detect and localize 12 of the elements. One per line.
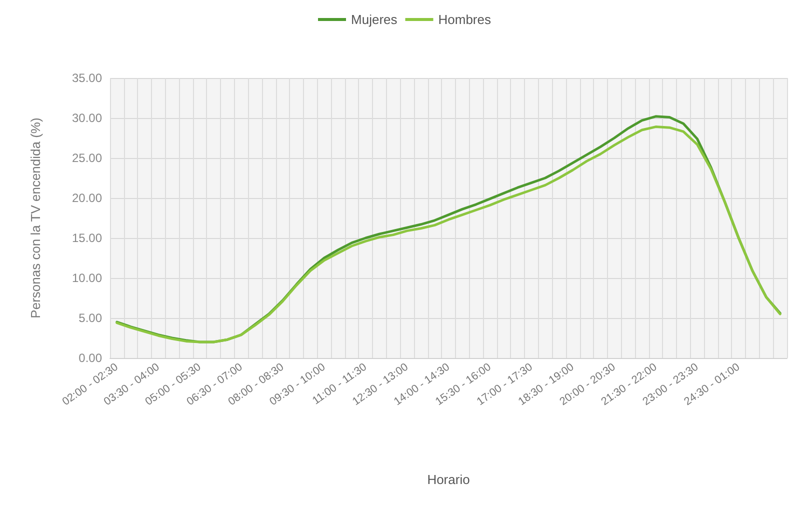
- y-tick-label: 25.00: [72, 151, 102, 165]
- x-axis-title: Horario: [427, 472, 470, 487]
- y-tick-label: 30.00: [72, 111, 102, 125]
- y-tick-label: 15.00: [72, 231, 102, 245]
- y-tick-label: 35.00: [72, 71, 102, 85]
- y-tick-label: 0.00: [78, 351, 102, 365]
- y-tick-label: 20.00: [72, 191, 102, 205]
- legend-label: Hombres: [438, 12, 492, 27]
- legend-label: Mujeres: [351, 12, 398, 27]
- y-tick-label: 10.00: [72, 271, 102, 285]
- y-axis-title: Personas con la TV encendida (%): [28, 118, 43, 318]
- y-tick-label: 5.00: [78, 311, 102, 325]
